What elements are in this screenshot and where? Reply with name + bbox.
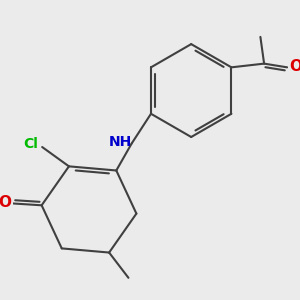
Text: O: O	[289, 59, 300, 74]
Text: Cl: Cl	[24, 137, 38, 151]
Text: NH: NH	[109, 135, 132, 148]
Text: O: O	[0, 195, 11, 210]
